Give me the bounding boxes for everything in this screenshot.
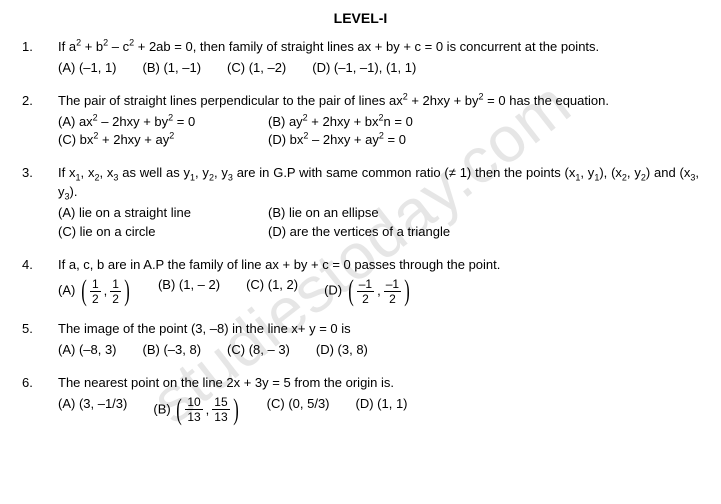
option: (D) (3, 8) [316,341,394,360]
option: (D) are the vertices of a triangle [268,223,478,242]
question-options: (A) lie on a straight line(B) lie on an … [58,204,699,242]
option: (A) ax2 – 2hxy + by2 = 0 [58,113,268,132]
question-number: 1. [22,38,58,78]
question-2: 2.The pair of straight lines perpendicul… [0,92,721,165]
question-body: If a, c, b are in A.P the family of line… [58,256,699,307]
option: (C) (8, – 3) [227,341,316,360]
question-3: 3.If x1, x2, x3 as well as y1, y2, y3 ar… [0,164,721,255]
question-body: The image of the point (3, –8) in the li… [58,320,699,360]
option: (B) (1, – 2) [158,276,246,306]
question-stem: The image of the point (3, –8) in the li… [58,320,699,339]
document-content: LEVEL-I 1.If a2 + b2 – c2 + 2ab = 0, the… [0,0,721,439]
question-options: (A) (12,12)(B) (1, – 2)(C) (1, 2)(D) (–1… [58,276,699,306]
question-options: (A) (–8, 3)(B) (–3, 8)(C) (8, – 3)(D) (3… [58,341,699,360]
option: (D) (1, 1) [356,395,434,425]
page-title: LEVEL-I [0,0,721,38]
option: (C) lie on a circle [58,223,268,242]
question-number: 5. [22,320,58,360]
question-4: 4.If a, c, b are in A.P the family of li… [0,256,721,321]
question-6: 6.The nearest point on the line 2x + 3y … [0,374,721,439]
question-stem: The nearest point on the line 2x + 3y = … [58,374,699,393]
question-1: 1.If a2 + b2 – c2 + 2ab = 0, then family… [0,38,721,92]
question-number: 3. [22,164,58,241]
question-options: (A) (3, –1/3)(B) (1013,1513)(C) (0, 5/3)… [58,395,699,425]
option: (A) lie on a straight line [58,204,268,223]
question-stem: If x1, x2, x3 as well as y1, y2, y3 are … [58,164,699,202]
question-body: The pair of straight lines perpendicular… [58,92,699,151]
question-stem: If a, c, b are in A.P the family of line… [58,256,699,275]
option: (A) (–1, 1) [58,59,143,78]
question-options: (A) ax2 – 2hxy + by2 = 0(B) ay2 + 2hxy +… [58,113,699,151]
question-number: 2. [22,92,58,151]
option: (C) (0, 5/3) [267,395,356,425]
option: (C) bx2 + 2hxy + ay2 [58,131,268,150]
option: (B) (1, –1) [143,59,228,78]
question-options: (A) (–1, 1)(B) (1, –1)(C) (1, –2)(D) (–1… [58,59,699,78]
option: (C) (1, 2) [246,276,324,306]
option: (B) ay2 + 2hxy + bx2n = 0 [268,113,478,132]
question-number: 4. [22,256,58,307]
question-5: 5.The image of the point (3, –8) in the … [0,320,721,374]
question-stem: If a2 + b2 – c2 + 2ab = 0, then family o… [58,38,699,57]
option: (D) bx2 – 2hxy + ay2 = 0 [268,131,478,150]
option: (A) (3, –1/3) [58,395,153,425]
option: (B) (1013,1513) [153,395,266,425]
option: (C) (1, –2) [227,59,312,78]
question-number: 6. [22,374,58,425]
option: (A) (–8, 3) [58,341,143,360]
question-body: If a2 + b2 – c2 + 2ab = 0, then family o… [58,38,699,78]
option: (D) (–12,–12) [324,276,438,306]
option: (B) (–3, 8) [143,341,228,360]
option: (B) lie on an ellipse [268,204,478,223]
question-body: If x1, x2, x3 as well as y1, y2, y3 are … [58,164,699,241]
option: (D) (–1, –1), (1, 1) [312,59,442,78]
option: (A) (12,12) [58,276,158,306]
question-stem: The pair of straight lines perpendicular… [58,92,699,111]
question-body: The nearest point on the line 2x + 3y = … [58,374,699,425]
